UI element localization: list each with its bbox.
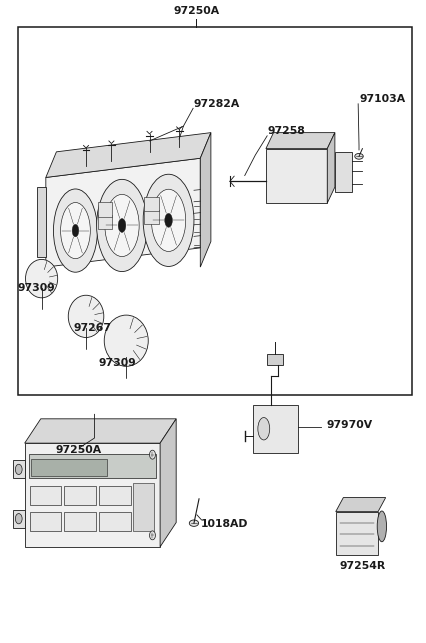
Ellipse shape xyxy=(68,295,104,338)
Bar xyxy=(99,512,131,531)
Bar xyxy=(30,512,61,531)
Bar xyxy=(64,512,96,531)
Bar xyxy=(31,458,107,476)
Ellipse shape xyxy=(355,154,363,159)
Ellipse shape xyxy=(60,203,90,258)
Bar xyxy=(98,203,112,217)
Ellipse shape xyxy=(15,514,22,524)
Bar xyxy=(144,197,159,212)
Polygon shape xyxy=(46,132,211,177)
Bar xyxy=(13,460,25,478)
Ellipse shape xyxy=(150,531,155,540)
Ellipse shape xyxy=(53,189,98,272)
Bar xyxy=(99,486,131,505)
Bar xyxy=(336,512,378,555)
Text: 97250A: 97250A xyxy=(173,6,219,16)
Polygon shape xyxy=(266,132,335,149)
Text: 97258: 97258 xyxy=(267,127,305,136)
Ellipse shape xyxy=(258,417,270,440)
Text: 97309: 97309 xyxy=(99,358,137,368)
Ellipse shape xyxy=(118,219,126,232)
Polygon shape xyxy=(25,443,160,547)
Text: 97309: 97309 xyxy=(17,282,55,293)
Text: 1018AD: 1018AD xyxy=(201,520,249,529)
Bar xyxy=(267,354,282,365)
Ellipse shape xyxy=(377,511,386,542)
Text: 97250A: 97250A xyxy=(55,444,102,455)
Bar xyxy=(29,454,156,478)
Ellipse shape xyxy=(165,213,173,227)
Ellipse shape xyxy=(97,179,147,271)
Bar xyxy=(18,27,412,395)
Text: 97282A: 97282A xyxy=(194,99,240,109)
Bar xyxy=(13,510,25,528)
Bar xyxy=(30,486,61,505)
Bar xyxy=(98,215,112,230)
Ellipse shape xyxy=(26,259,58,298)
Text: 97970V: 97970V xyxy=(326,421,373,430)
Polygon shape xyxy=(200,132,211,267)
Ellipse shape xyxy=(105,194,139,257)
Bar xyxy=(64,486,96,505)
Bar xyxy=(144,210,159,224)
Text: 97267: 97267 xyxy=(73,323,111,333)
Bar xyxy=(266,149,327,203)
Ellipse shape xyxy=(15,464,22,475)
Ellipse shape xyxy=(151,189,186,251)
Bar xyxy=(132,483,154,531)
Text: 97254R: 97254R xyxy=(340,561,386,571)
Polygon shape xyxy=(160,419,176,547)
Ellipse shape xyxy=(72,224,79,237)
Polygon shape xyxy=(37,187,46,257)
Ellipse shape xyxy=(104,315,148,367)
Ellipse shape xyxy=(150,450,155,459)
Polygon shape xyxy=(25,419,176,443)
Text: 97103A: 97103A xyxy=(359,94,405,104)
Ellipse shape xyxy=(143,174,194,266)
Polygon shape xyxy=(336,498,386,512)
Polygon shape xyxy=(327,132,335,203)
Polygon shape xyxy=(335,152,352,192)
Polygon shape xyxy=(46,158,200,267)
Ellipse shape xyxy=(189,520,199,527)
Bar xyxy=(253,404,298,453)
